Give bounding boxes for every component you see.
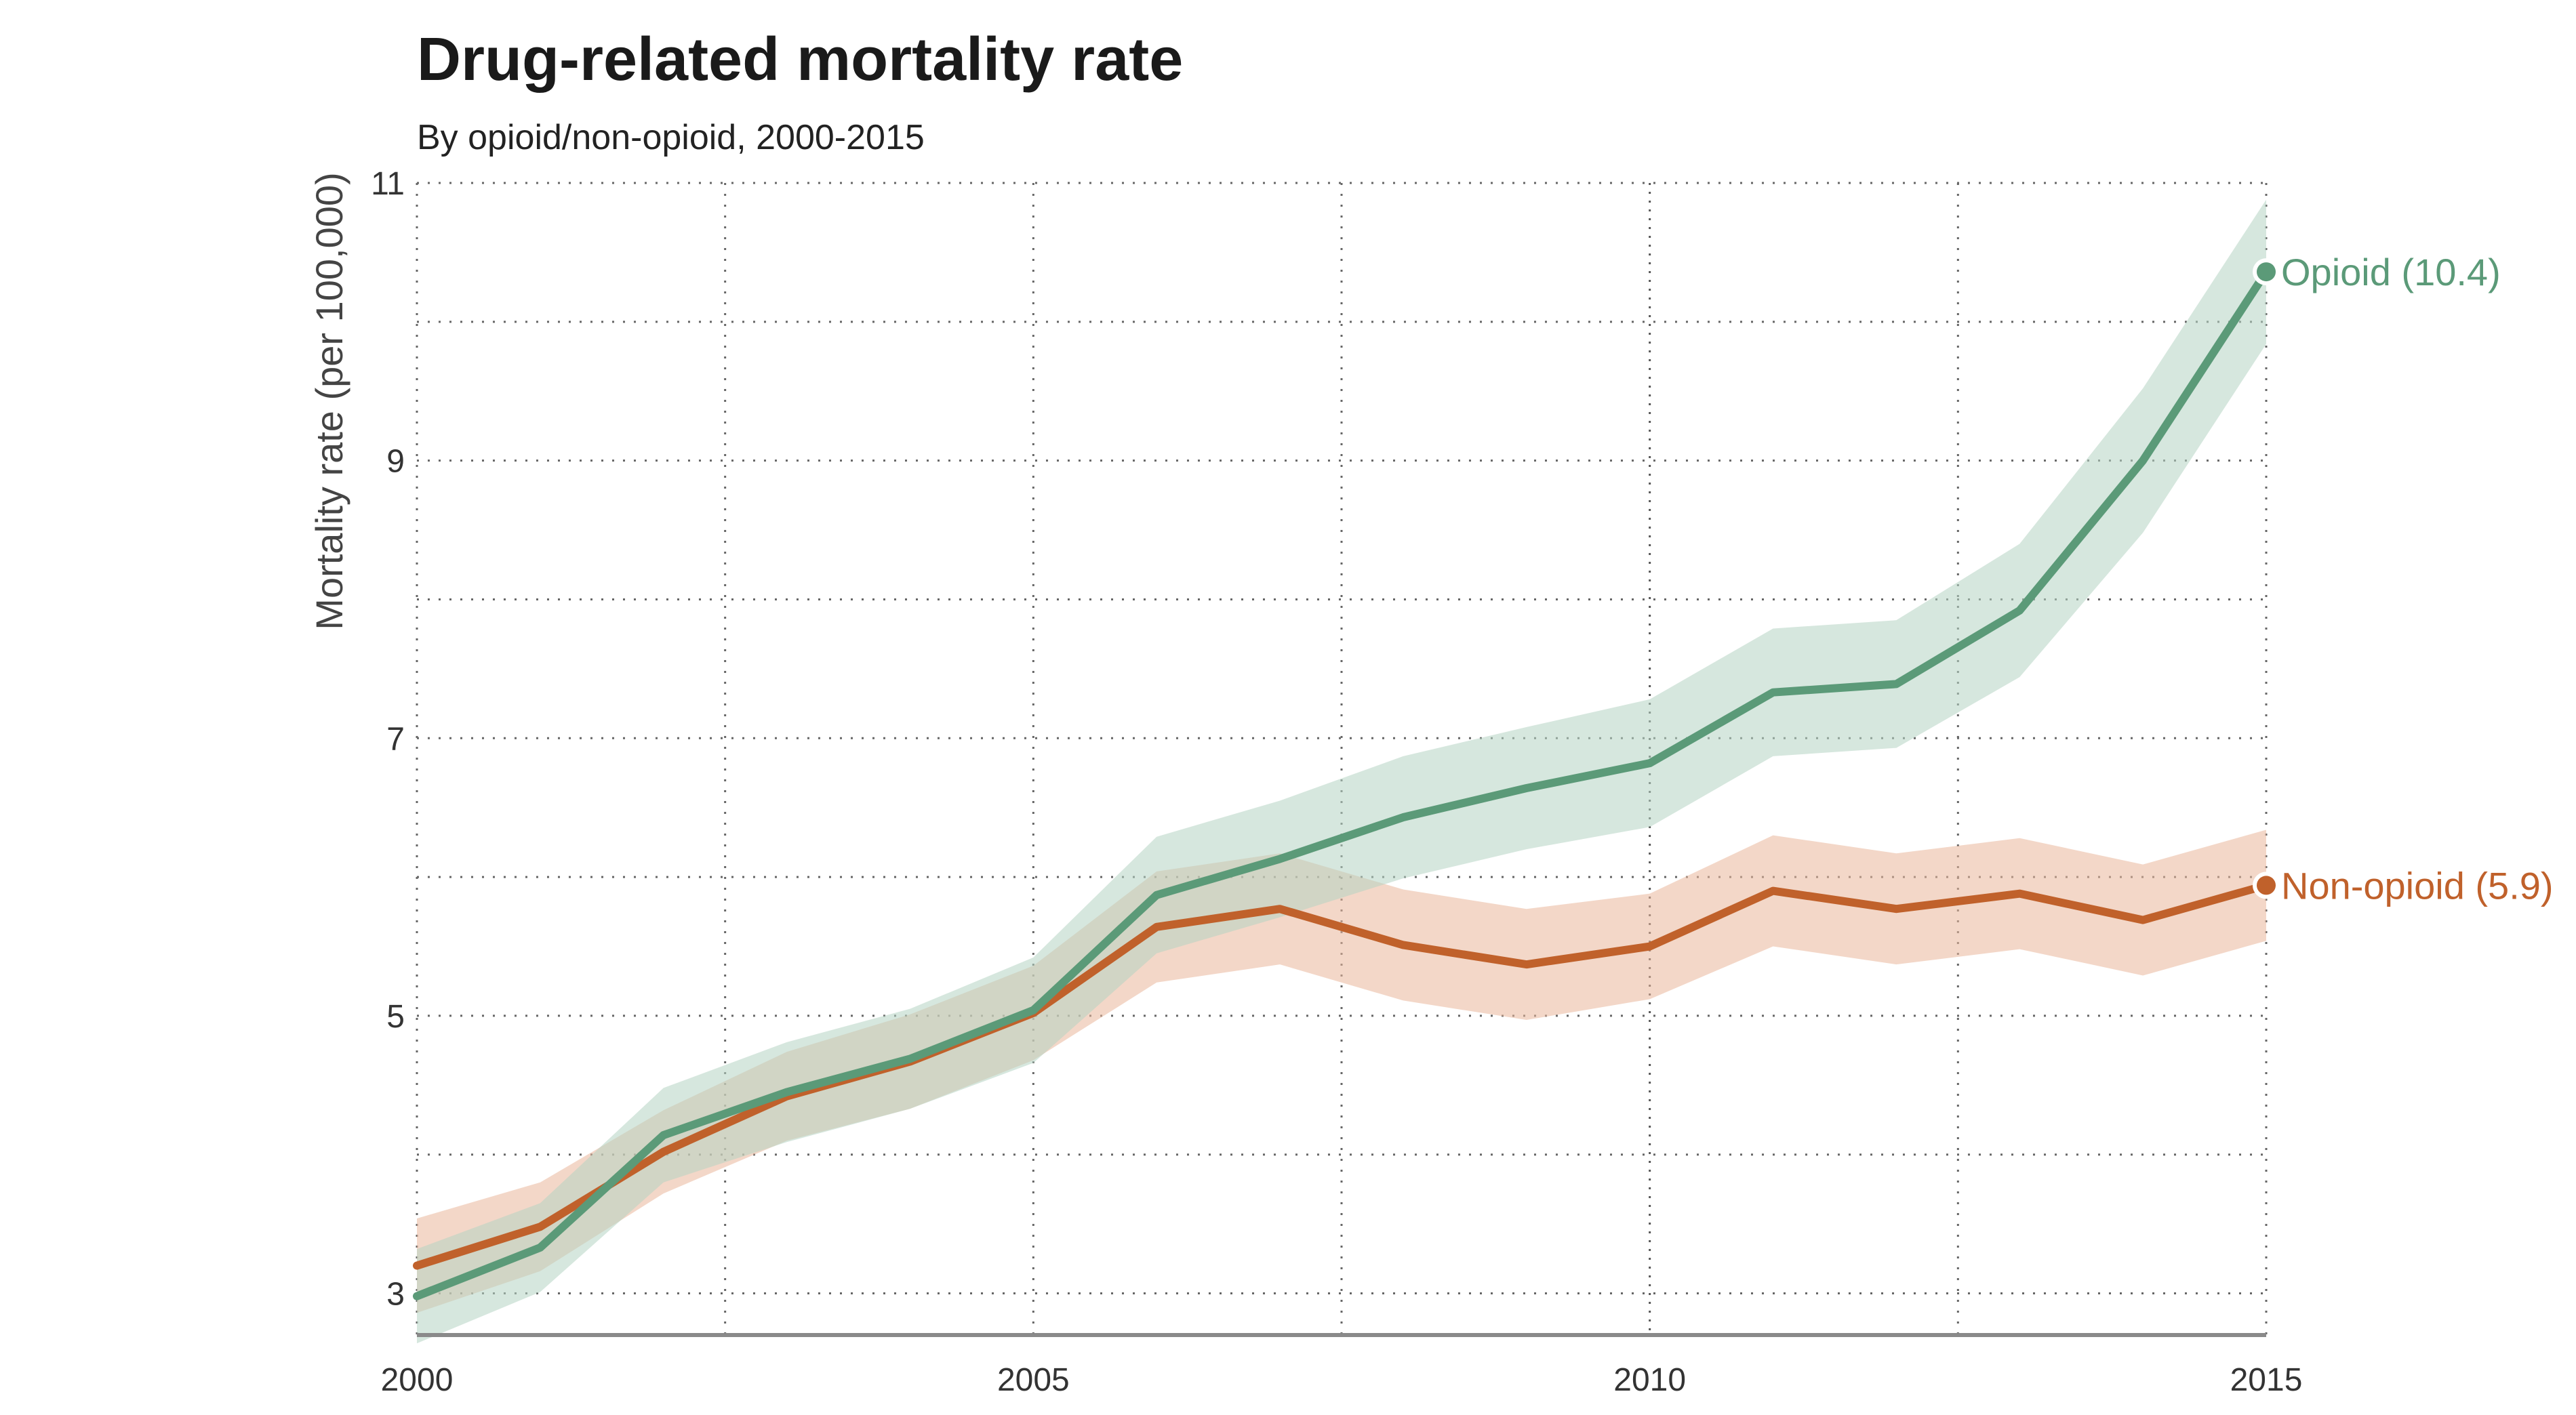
end-marker-opioid (2257, 262, 2276, 282)
y-tick-label-7: 7 (386, 721, 405, 757)
confidence-bands (417, 199, 2266, 1344)
y-tick-label-11: 11 (371, 166, 405, 202)
axes: 2000 2005 2010 2015 3 5 7 9 11 (371, 166, 2302, 1398)
x-tick-label-2005: 2005 (997, 1362, 1070, 1398)
y-axis-label: Mortality rate (per 100,000) (308, 172, 350, 630)
y-tick-label-3: 3 (386, 1277, 405, 1313)
y-tick-label-9: 9 (386, 444, 405, 480)
series-line-opioid (413, 268, 2270, 1300)
end-label-non-opioid: Non-opioid (5.9) (2281, 864, 2554, 907)
band-opioid (417, 199, 2266, 1344)
series-lines (413, 268, 2270, 1300)
x-tick-label-2000: 2000 (381, 1362, 454, 1398)
x-tick-label-2010: 2010 (1613, 1362, 1686, 1398)
series-line-non-opioid (413, 881, 2270, 1270)
end-labels: Non-opioid (5.9) Opioid (10.4) (2253, 251, 2554, 907)
x-tick-label-2015: 2015 (2230, 1362, 2303, 1398)
chart-title: Drug-related mortality rate (417, 26, 1183, 94)
end-label-opioid: Opioid (10.4) (2281, 251, 2501, 293)
end-marker-non-opioid (2257, 876, 2276, 895)
band-non-opioid (417, 829, 2266, 1313)
y-tick-label-5: 5 (386, 999, 405, 1035)
chart-subtitle: By opioid/non-opioid, 2000-2015 (417, 118, 925, 157)
